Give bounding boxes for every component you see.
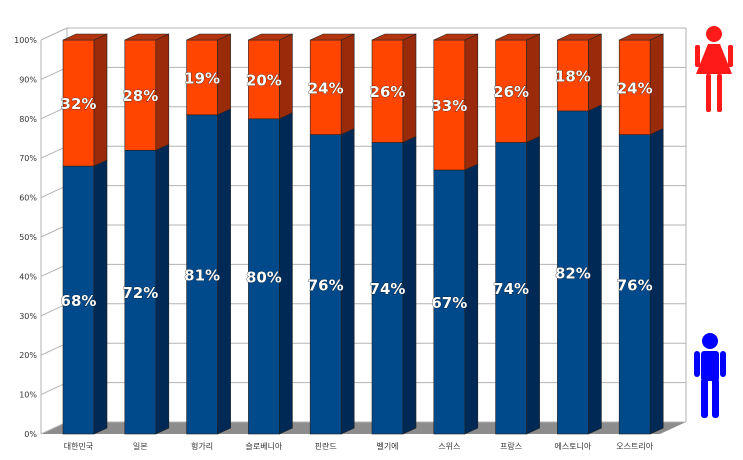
data-label: 74% [370,280,406,298]
female-leg [706,74,711,112]
bar-male [557,110,589,435]
y-tick-label: 90% [19,75,37,84]
y-tick-label: 0% [24,430,37,439]
bar-female [248,39,280,120]
bar-male [309,134,342,435]
female-icon [695,26,733,112]
gridline-side [40,224,68,238]
bar-top-female [62,33,108,41]
gridline-side [40,185,68,199]
bar-male [186,114,218,435]
data-label: 20% [246,71,282,89]
data-label: 76% [617,276,653,294]
male-head [702,333,718,349]
bar-female [495,39,527,143]
data-label: 18% [555,67,591,85]
y-tick-label: 40% [19,272,37,281]
data-label: 72% [122,284,158,302]
y-tick-label: 60% [19,194,37,203]
bar-top-female [371,33,417,41]
bar-top-female [248,33,293,41]
bar-female [557,39,589,112]
data-label: 24% [308,79,344,97]
data-label: 67% [431,294,467,312]
bar-top-female [433,33,478,41]
data-label: 74% [493,280,529,298]
data-label: 82% [555,264,591,282]
gridline-side [40,145,68,159]
female-head [706,26,722,42]
x-tick-label: 헝가리 [191,442,213,451]
bar-male [371,142,404,435]
x-tick-label: 슬로베니아 [245,441,282,451]
male-icon [694,333,726,418]
bar-female [124,39,157,151]
bar-top-female [619,33,664,41]
female-dress [696,44,732,74]
male-torso [701,351,719,381]
y-tick-label: 10% [19,391,37,400]
gridline-side [40,303,68,317]
bar-male [124,150,157,435]
x-tick-label: 대한민국 [64,441,93,451]
y-tick-label: 80% [19,115,37,124]
male-leg [701,378,708,418]
female-arm [728,45,733,67]
data-label: 80% [246,268,282,286]
x-tick-label: 핀란드 [315,441,337,451]
data-label: 32% [61,95,97,113]
gridline-side [40,263,68,277]
bar-top-female [186,33,231,41]
female-leg [717,74,722,112]
data-label: 26% [493,83,529,101]
bar-male [62,165,95,435]
y-tick-label: 50% [19,233,37,242]
female-arm [695,45,700,67]
bar-top-female [310,33,355,41]
y-tick-label: 20% [19,351,37,360]
x-tick-label: 에스토니아 [554,441,591,451]
data-label: 28% [122,87,158,105]
data-label: 24% [617,79,653,97]
data-label: 68% [61,292,97,310]
bar-female [433,39,466,171]
gridline-side [40,66,68,80]
gridline-side [40,27,68,41]
y-tick-label: 30% [19,312,37,321]
data-label: 81% [184,266,220,284]
x-tick-label: 오스트리아 [616,441,653,451]
gridline-side [40,421,68,435]
data-label: 76% [308,276,344,294]
bar-top-female [557,33,602,41]
x-tick-label: 일본 [133,442,148,451]
gridline-side [40,382,68,396]
x-tick-label: 벨기에 [376,441,398,451]
x-tick-label: 스위스 [438,442,460,451]
data-label: 19% [184,69,220,87]
data-label: 26% [370,83,406,101]
gridline-side [40,106,68,120]
bar-female [186,39,218,116]
x-tick-label: 프랑스 [500,441,522,451]
bar-top-female [495,33,540,41]
y-tick-label: 70% [19,154,37,163]
gridline-side [40,342,68,356]
male-leg [712,378,719,418]
bar-male [618,134,651,435]
bar-top-female [124,33,169,41]
male-arm [694,351,700,377]
bar-male [248,118,280,435]
data-label: 33% [431,97,467,115]
male-arm [720,351,726,377]
y-tick-label: 100% [14,36,37,45]
